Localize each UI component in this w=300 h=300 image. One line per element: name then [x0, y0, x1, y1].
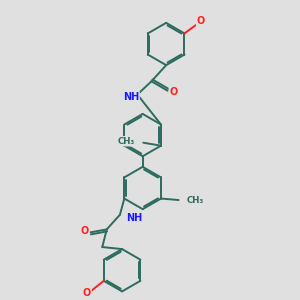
Text: O: O — [197, 16, 205, 26]
Text: O: O — [82, 288, 91, 298]
Text: CH₃: CH₃ — [187, 196, 204, 205]
Text: NH: NH — [123, 92, 139, 102]
Text: O: O — [80, 226, 89, 236]
Text: CH₃: CH₃ — [118, 137, 135, 146]
Text: NH: NH — [126, 213, 142, 223]
Text: O: O — [169, 87, 178, 97]
